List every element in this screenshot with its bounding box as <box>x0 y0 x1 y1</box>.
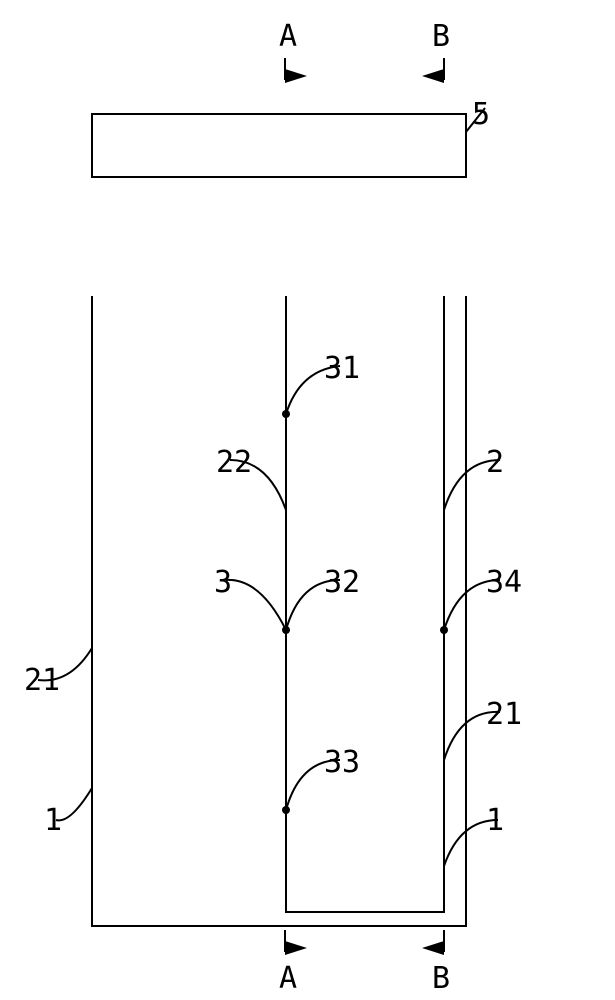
callout-label: 1 <box>44 803 62 838</box>
callout-1: 1 <box>444 803 504 866</box>
callout-label: 5 <box>472 97 490 132</box>
callout-label: 21 <box>486 697 522 732</box>
callout-31: 31 <box>282 351 360 418</box>
callout-3: 3 <box>214 565 286 630</box>
section-label-a-top: A <box>279 19 297 54</box>
callout-label: 32 <box>324 565 360 600</box>
callout-21: 21 <box>444 697 522 760</box>
leader-dot-icon <box>282 626 290 634</box>
callout-33: 33 <box>282 745 360 814</box>
diagram-canvas: ABAB5312223323421213311 <box>0 0 615 1000</box>
callout-label: 2 <box>486 445 504 480</box>
callout-label: 34 <box>486 565 522 600</box>
leader-line <box>226 580 286 630</box>
section-mark-b-bot: B <box>422 930 450 996</box>
section-label-b-top: B <box>432 19 450 54</box>
callout-label: 31 <box>324 351 360 386</box>
arrowhead-icon <box>285 941 307 955</box>
callout-34: 34 <box>440 565 522 634</box>
callout-label: 22 <box>216 445 252 480</box>
callout-label: 21 <box>24 663 60 698</box>
leader-dot-icon <box>282 410 290 418</box>
callout-label: 33 <box>324 745 360 780</box>
callout-label: 1 <box>486 803 504 838</box>
section-mark-a-top: A <box>279 19 307 83</box>
callout-label: 3 <box>214 565 232 600</box>
top-rectangle <box>92 114 466 177</box>
callout-22: 22 <box>216 445 286 510</box>
arrowhead-icon <box>422 941 444 955</box>
u-shape <box>92 296 466 926</box>
arrowhead-icon <box>422 69 444 83</box>
callout-32: 32 <box>282 565 360 634</box>
section-mark-b-top: B <box>422 19 450 83</box>
callout-2: 2 <box>444 445 504 510</box>
section-label-a-bot: A <box>279 961 297 996</box>
callout-1: 1 <box>44 788 92 838</box>
arrowhead-icon <box>285 69 307 83</box>
callout-5: 5 <box>466 97 490 132</box>
leader-dot-icon <box>440 626 448 634</box>
callout-21: 21 <box>24 648 92 698</box>
section-mark-a-bot: A <box>279 930 307 996</box>
section-label-b-bot: B <box>432 961 450 996</box>
leader-dot-icon <box>282 806 290 814</box>
